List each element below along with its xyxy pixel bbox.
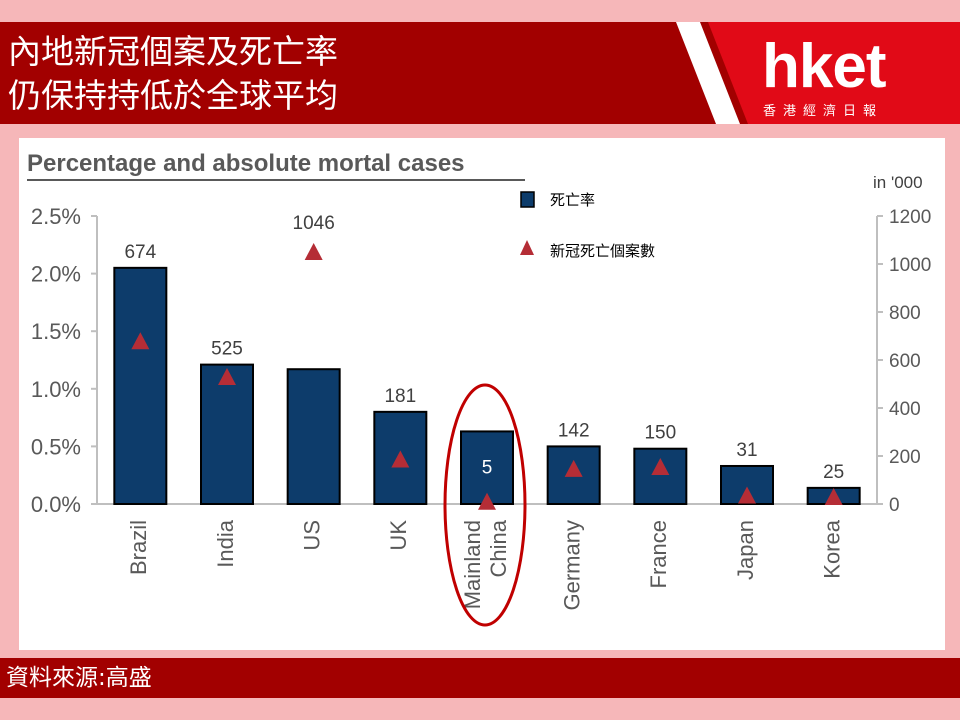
legend-triangle-swatch <box>520 240 534 255</box>
hket-logo-subtitle: 香港經濟日報 <box>763 104 884 119</box>
category-label: India <box>213 519 238 567</box>
data-label: 181 <box>384 386 416 407</box>
data-label: 525 <box>211 339 243 360</box>
category-label: Germany <box>559 520 584 610</box>
right-tick-label: 200 <box>889 447 921 468</box>
logo-panel <box>676 22 960 124</box>
logo-stripe <box>676 22 740 124</box>
left-tick-label: 1.5% <box>31 319 81 344</box>
triangle-marker <box>304 242 323 260</box>
left-tick-label: 2.5% <box>31 204 81 229</box>
right-tick-label: 1000 <box>889 255 931 276</box>
category-label: China <box>486 519 511 577</box>
page-title-line-2: 仍保持持低於全球平均 <box>8 76 338 115</box>
left-tick-label: 0.5% <box>31 434 81 459</box>
right-tick-label: 400 <box>889 399 921 420</box>
triangle-marker <box>218 368 236 385</box>
category-label: France <box>646 520 671 588</box>
highlight-circle <box>443 383 527 627</box>
legend-triangle-label: 新冠死亡個案數 <box>550 242 655 260</box>
data-label: 150 <box>644 423 676 444</box>
logo-background <box>708 22 960 124</box>
category-label: Mainland <box>460 520 485 609</box>
source-note: 資料來源:高盛 <box>6 665 152 691</box>
triangle-marker <box>391 450 410 468</box>
left-tick-label: 0.0% <box>31 492 81 517</box>
legend-bar-label: 死亡率 <box>550 191 595 209</box>
footer-banner: 資料來源:高盛 <box>0 658 960 698</box>
header-banner: 內地新冠個案及死亡率 仍保持持低於全球平均 hket 香港經濟日報 <box>0 22 960 124</box>
hket-logo: hket <box>762 32 886 101</box>
bar-series <box>113 266 861 506</box>
triangle-marker <box>651 458 670 475</box>
legend-bar-swatch <box>520 191 535 208</box>
left-tick-label: 1.0% <box>31 377 81 402</box>
category-label: Korea <box>819 519 844 578</box>
data-label: 31 <box>736 440 757 461</box>
chart: Percentage and absolute mortal cases in … <box>27 150 931 627</box>
right-tick-label: 600 <box>889 351 921 372</box>
bar <box>286 368 341 505</box>
data-label: 5 <box>482 457 493 478</box>
right-tick-label: 0 <box>889 495 900 516</box>
triangle-series <box>131 242 843 510</box>
data-label: 25 <box>823 462 844 483</box>
right-tick-label: 800 <box>889 303 921 324</box>
right-axis-label: in '000 <box>873 173 923 192</box>
triangle-marker <box>824 488 843 505</box>
category-label: Brazil <box>126 520 151 575</box>
triangle-marker <box>564 459 583 477</box>
category-labels: Brazil India US UK Mainland China Germany Franc… <box>126 519 844 610</box>
data-label: 142 <box>558 420 590 441</box>
triangle-marker <box>478 492 496 510</box>
chart-card: Percentage and absolute mortal cases in … <box>19 138 945 650</box>
right-tick-label: 1200 <box>889 207 931 228</box>
data-label: 674 <box>124 242 156 263</box>
bar <box>633 447 688 506</box>
page-title-line-1: 內地新冠個案及死亡率 <box>8 32 338 71</box>
triangle-marker <box>131 332 150 350</box>
left-tick-label: 2.0% <box>31 262 81 287</box>
data-labels: 674 525 1046 181 5 142 150 31 25 <box>124 213 844 483</box>
bar <box>200 363 254 505</box>
data-label: 1046 <box>293 213 335 234</box>
triangle-marker <box>738 486 756 504</box>
category-label: UK <box>386 520 411 551</box>
category-label: US <box>299 520 324 551</box>
bar <box>113 266 168 505</box>
chart-title: Percentage and absolute mortal cases <box>27 150 465 177</box>
bar <box>460 430 514 506</box>
category-label: Japan <box>733 520 758 580</box>
